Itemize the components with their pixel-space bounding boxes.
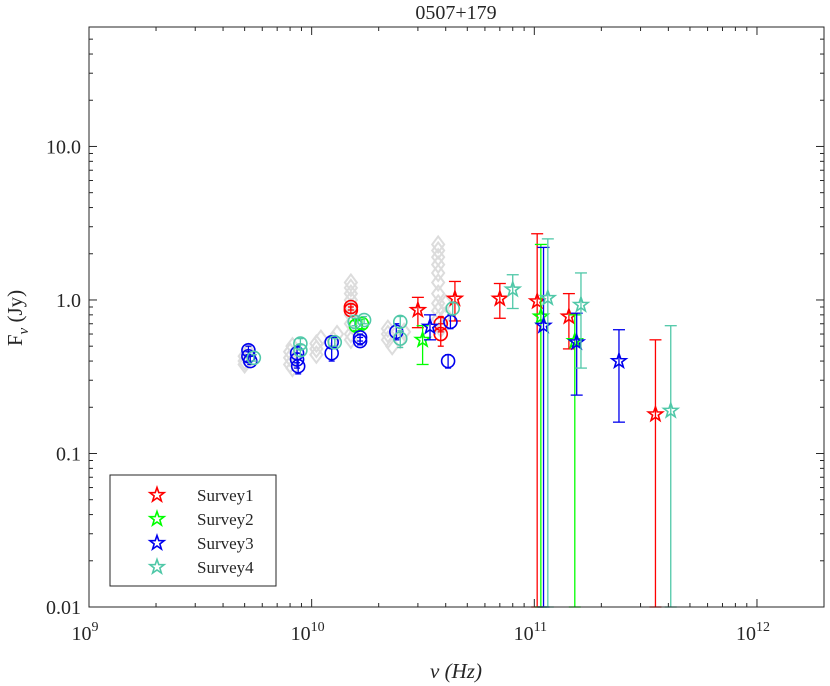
x-tick-label-2: 1011 (514, 620, 547, 645)
historical-point (438, 293, 453, 314)
survey4-star-point (503, 279, 523, 298)
legend-label-survey4: Survey4 (197, 558, 254, 577)
y-axis-label: Fν (Jy) (3, 290, 32, 346)
survey1-star-point (490, 288, 510, 307)
survey3-star-point (534, 315, 553, 334)
historical-point (396, 322, 412, 342)
survey4-star-point (661, 400, 681, 419)
survey3-circle-point (352, 333, 368, 349)
historical-point (430, 263, 446, 283)
y-tick-label-1: 0.1 (56, 443, 81, 465)
x-tick-label-1: 1010 (291, 620, 325, 645)
historical-point (430, 234, 446, 255)
survey2-circle-point (354, 316, 370, 332)
historical-point (313, 328, 329, 349)
survey4-circle-point (246, 350, 262, 366)
survey4-circle-point (293, 343, 308, 358)
survey1-star-point (527, 291, 547, 310)
survey4-star-point (538, 288, 558, 307)
survey4-star-point (571, 294, 591, 313)
historical-point (329, 324, 345, 344)
historical-point (380, 319, 396, 339)
y-tick-label-0: 0.01 (46, 597, 81, 619)
survey3-star-point (609, 351, 629, 370)
survey4-circle-point (347, 314, 362, 330)
survey3-star-point (567, 332, 587, 351)
survey4-circle-point (392, 314, 408, 330)
x-tick-label-3: 1012 (736, 620, 770, 645)
y-tick-label-2: 1.0 (56, 290, 81, 312)
survey1-star-point (559, 306, 579, 325)
survey4-circle-point (356, 312, 372, 328)
plot-frame (88, 26, 825, 608)
x-tick-label-0: 109 (72, 620, 99, 645)
survey4-circle-point (392, 331, 408, 346)
legend-marker-survey3 (147, 533, 167, 552)
survey3-circle-point (290, 358, 306, 374)
survey1-star-point (408, 300, 428, 319)
legend-marker-survey2 (147, 509, 167, 528)
survey3-circle-point (289, 352, 305, 367)
survey3-circle-point (440, 353, 456, 369)
legend: Survey1 Survey2 Survey3 Survey4 (109, 474, 277, 587)
survey4-circle-point (327, 334, 343, 350)
legend-marker-survey4 (147, 557, 167, 576)
historical-point (343, 272, 359, 293)
survey3-star-point (420, 316, 440, 335)
legend-label-survey1: Survey1 (197, 486, 254, 505)
historical-point (430, 254, 446, 275)
legend-box (109, 474, 277, 587)
historical-point (430, 283, 446, 304)
legend-label-survey2: Survey2 (197, 510, 254, 529)
x-axis-label: ν (Hz) (430, 659, 482, 683)
chart-title: 0507+179 (415, 2, 496, 24)
survey4-circle-point (445, 301, 461, 316)
survey3-circle-point (324, 345, 339, 361)
legend-marker-survey1 (147, 485, 167, 504)
axes: 109 1010 1011 1012 0.01 0.1 1.0 10.0 (46, 26, 825, 645)
survey2-star-point (413, 329, 433, 348)
survey2-star-point (531, 306, 551, 325)
historical-point (430, 272, 446, 293)
historical-point (309, 345, 324, 365)
survey1-star-point (646, 404, 665, 423)
y-tick-label-3: 10.0 (46, 136, 81, 158)
survey2-star-point (565, 331, 585, 350)
survey-points (241, 233, 681, 608)
historical-point (309, 333, 324, 354)
historical-point (438, 305, 453, 325)
legend-label-survey3: Survey3 (197, 534, 254, 553)
